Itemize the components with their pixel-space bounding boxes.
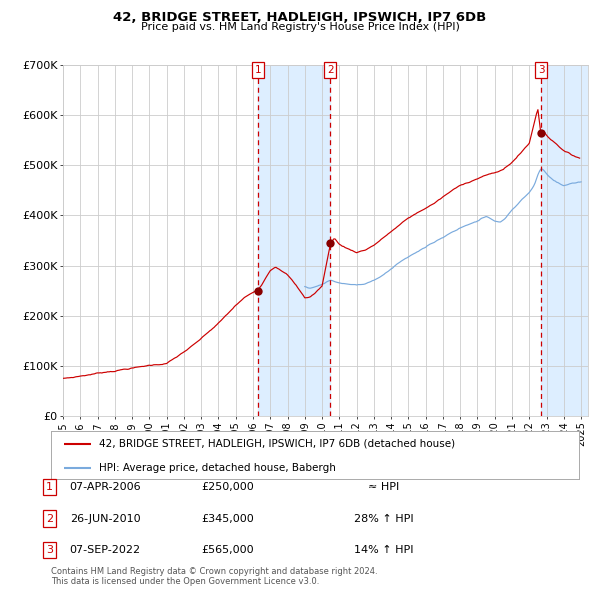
- Text: £250,000: £250,000: [202, 483, 254, 492]
- Text: £345,000: £345,000: [202, 514, 254, 523]
- Text: 2: 2: [327, 65, 334, 75]
- Text: 07-SEP-2022: 07-SEP-2022: [70, 545, 140, 555]
- Text: 14% ↑ HPI: 14% ↑ HPI: [354, 545, 414, 555]
- Text: Price paid vs. HM Land Registry's House Price Index (HPI): Price paid vs. HM Land Registry's House …: [140, 22, 460, 32]
- Text: 42, BRIDGE STREET, HADLEIGH, IPSWICH, IP7 6DB (detached house): 42, BRIDGE STREET, HADLEIGH, IPSWICH, IP…: [98, 439, 455, 449]
- Text: 28% ↑ HPI: 28% ↑ HPI: [354, 514, 414, 523]
- Text: 2: 2: [46, 514, 53, 523]
- Text: 3: 3: [46, 545, 53, 555]
- Text: 3: 3: [538, 65, 544, 75]
- Text: 26-JUN-2010: 26-JUN-2010: [70, 514, 140, 523]
- Text: £565,000: £565,000: [202, 545, 254, 555]
- Text: HPI: Average price, detached house, Babergh: HPI: Average price, detached house, Babe…: [98, 463, 335, 473]
- Text: 07-APR-2006: 07-APR-2006: [69, 483, 141, 492]
- Text: 42, BRIDGE STREET, HADLEIGH, IPSWICH, IP7 6DB: 42, BRIDGE STREET, HADLEIGH, IPSWICH, IP…: [113, 11, 487, 24]
- Text: 1: 1: [46, 483, 53, 492]
- Bar: [257, 65, 331, 416]
- Bar: [541, 65, 588, 416]
- Text: 1: 1: [254, 65, 261, 75]
- Text: ≈ HPI: ≈ HPI: [368, 483, 400, 492]
- Text: Contains HM Land Registry data © Crown copyright and database right 2024.: Contains HM Land Registry data © Crown c…: [51, 567, 377, 576]
- Text: This data is licensed under the Open Government Licence v3.0.: This data is licensed under the Open Gov…: [51, 578, 319, 586]
